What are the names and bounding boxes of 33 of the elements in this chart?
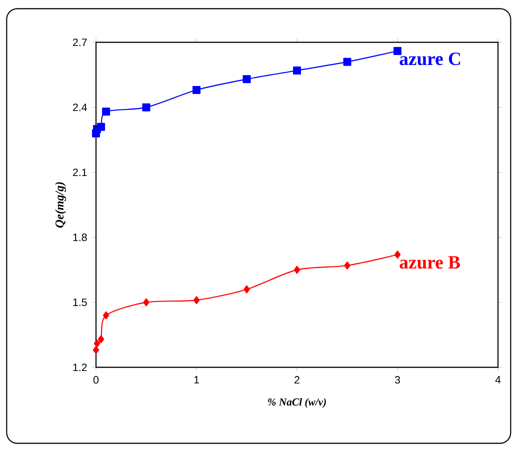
point (102, 311, 110, 320)
y-axis-title: Qe(mg/g) (55, 182, 66, 228)
point (293, 66, 302, 74)
x-tick-label: 3 (394, 376, 400, 384)
y-tick-label: 2.7 (73, 38, 87, 46)
point (98, 335, 104, 344)
y-tick-label: 2.1 (73, 168, 87, 176)
y-tick-label: 2.4 (73, 104, 87, 112)
point (94, 339, 100, 348)
series-label: azure C (400, 52, 460, 66)
point (192, 86, 201, 94)
x-tick-label: 0 (93, 376, 99, 384)
point (394, 250, 401, 259)
point (92, 346, 100, 354)
point (193, 296, 200, 304)
point (142, 103, 150, 112)
point (294, 266, 300, 274)
x-axis-title: % NaCl (w/v) (268, 398, 326, 408)
y-tick-label: 1.2 (73, 364, 87, 372)
point (344, 261, 350, 270)
series-label: azure B (400, 256, 460, 269)
x-tick-label: 4 (495, 376, 501, 384)
point (143, 298, 150, 306)
point (343, 58, 352, 66)
x-tick-label: 2 (294, 376, 300, 384)
y-tick-label: 1.8 (73, 234, 87, 242)
y-tick-label: 1.5 (73, 298, 87, 306)
point (102, 108, 110, 116)
x-tick-label: 1 (194, 376, 199, 384)
point (244, 285, 250, 294)
point (242, 75, 251, 84)
point (394, 46, 402, 55)
point (97, 122, 106, 131)
